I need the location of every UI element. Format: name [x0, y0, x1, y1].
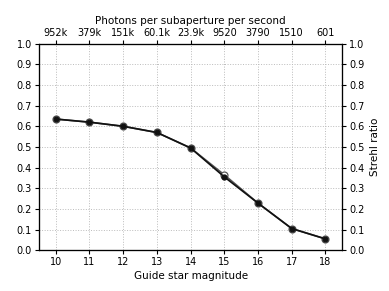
Y-axis label: Strehl ratio: Strehl ratio	[370, 118, 380, 176]
X-axis label: Photons per subaperture per second: Photons per subaperture per second	[95, 16, 286, 26]
X-axis label: Guide star magnitude: Guide star magnitude	[133, 272, 248, 281]
